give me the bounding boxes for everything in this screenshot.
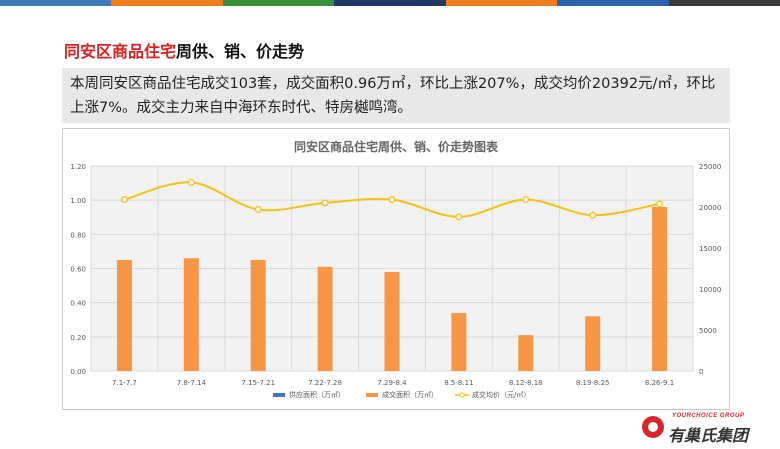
y-left-tick-label: 0.40: [70, 300, 86, 308]
bar-transaction-area: [384, 271, 400, 371]
y-left-tick-label: 0.00: [70, 368, 86, 376]
line-point: [522, 196, 530, 204]
y-left-tick-label: 0.80: [70, 231, 86, 239]
logo-english: YOURCHOICE GROUP: [672, 413, 745, 419]
legend-swatch: [366, 393, 378, 397]
line-point: [120, 196, 128, 204]
x-tick-label: 7.22-7.28: [308, 379, 342, 387]
chart-title: 同安区商品住宅周供、销、价走势图表: [294, 139, 499, 154]
line-point: [321, 199, 329, 207]
bar-transaction-area: [250, 259, 266, 371]
x-tick-label: 8.19-8.25: [576, 379, 610, 387]
y-right-tick-label: 25000: [699, 163, 721, 171]
legend-label: 成交面积（万㎡）: [382, 390, 438, 399]
page-title: 同安区商品住宅周供、销、价走势: [64, 38, 304, 62]
color-strip-6: [557, 0, 669, 6]
chart-container: 同安区商品住宅周供、销、价走势图表 0.00 0.20 0.40 0.60 0.80 1.0…: [62, 128, 730, 410]
x-tick-label: 7.29-8.4: [377, 379, 407, 387]
y-left-tick-label: 0.20: [70, 334, 86, 342]
x-tick-label: 8.12-8.18: [509, 379, 543, 387]
x-tick-label: 8.26-9.1: [645, 379, 674, 387]
color-strip-7: [668, 0, 780, 6]
y-right-tick-label: 20000: [699, 204, 721, 212]
bar-transaction-area: [652, 207, 668, 371]
legend-label: 供应面积（万㎡）: [289, 390, 345, 399]
color-strip-2: [111, 0, 223, 6]
page-title-black: 周供、销、价走势: [176, 42, 305, 61]
y-right-tick-label: 10000: [699, 286, 721, 294]
top-color-bar: [0, 0, 780, 6]
y-left-tick-label: 1.20: [70, 163, 86, 171]
logo-chinese: 有巢氏集团: [668, 426, 749, 445]
logo-mark-icon: [642, 416, 664, 438]
color-strip-3: [222, 0, 335, 6]
page-title-red: 同安区商品住宅: [64, 42, 177, 61]
line-point: [254, 206, 262, 213]
line-point: [589, 211, 597, 219]
bar-transaction-area: [585, 316, 601, 371]
y-left-tick-label: 0.60: [70, 266, 86, 274]
line-point: [656, 200, 664, 208]
bar-transaction-area: [518, 335, 534, 371]
color-strip-4: [334, 0, 446, 6]
y-right-tick-label: 0: [699, 368, 703, 376]
combo-chart: 同安区商品住宅周供、销、价走势图表 0.00 0.20 0.40 0.60 0.80 1.0…: [70, 139, 721, 399]
x-tick-label: 8.5-8.11: [444, 379, 473, 387]
company-logo: YOURCHOICE GROUP 有巢氏集团: [638, 410, 778, 446]
bar-transaction-area: [451, 312, 467, 371]
y-left-tick-label: 1.00: [70, 197, 86, 205]
x-tick-label: 7.1-7.7: [112, 379, 137, 387]
legend-swatch: [273, 393, 285, 397]
line-point: [187, 178, 195, 186]
bar-transaction-area: [317, 266, 333, 371]
line-point: [455, 213, 463, 221]
legend-swatch: [459, 392, 465, 398]
line-point: [388, 196, 396, 204]
bar-transaction-area: [183, 258, 199, 371]
bar-transaction-area: [116, 259, 132, 371]
color-strip-5: [445, 0, 558, 6]
x-tick-label: 7.15-7.21: [241, 379, 275, 387]
legend-label: 成交均价（元/㎡）: [472, 390, 530, 399]
y-right-tick-label: 5000: [699, 327, 717, 335]
summary-text: 本周同安区商品住宅成交103套，成交面积0.96万㎡，环比上涨207%，成交均价…: [62, 68, 730, 123]
y-right-tick-label: 15000: [699, 245, 721, 253]
color-strip-1: [0, 0, 112, 6]
x-tick-label: 7.8-7.14: [177, 379, 207, 387]
